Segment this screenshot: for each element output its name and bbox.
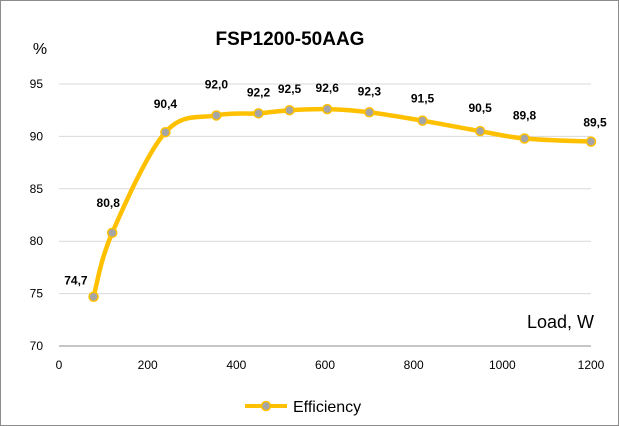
data-label: 89,5 [583,116,607,130]
data-point [364,107,375,118]
chart-title: FSP1200-50AAG [216,29,365,50]
x-axis-label: Load, W [527,312,594,332]
data-label: 89,8 [513,108,537,122]
data-label: 92,5 [278,82,302,96]
x-tick-label: 800 [404,358,424,372]
y-tick-label: 75 [30,287,44,301]
y-tick-label: 90 [30,129,44,143]
gridlines [59,83,591,347]
data-point [474,125,486,137]
legend-label: Efficiency [293,399,361,416]
legend: Efficiency [245,399,361,416]
x-tick-label: 200 [138,358,158,372]
data-label: 92,3 [358,84,382,98]
data-labels: 74,7 80,8 90,4 92,0 92,2 92,5 92,6 92,3 91,5 90,5… [64,77,607,287]
y-tick-label: 85 [30,182,44,196]
data-label: 80,8 [97,196,121,210]
data-point [284,104,295,116]
x-tick-label: 1000 [489,358,516,372]
data-point [106,227,118,239]
data-point [585,136,597,147]
data-point [211,110,222,121]
data-point [417,115,428,126]
y-tick-label: 80 [30,234,44,248]
x-tick-label: 0 [56,358,63,372]
y-tick-label: 95 [30,77,44,91]
series-efficiency [88,103,597,302]
x-tick-label: 1200 [578,358,605,372]
data-label: 90,5 [468,101,492,115]
data-point [321,103,333,115]
data-label: 92,6 [316,81,340,95]
x-tick-label: 600 [315,358,335,372]
y-tick-labels: 70 75 80 85 90 95 [30,77,44,353]
x-tick-labels: 0 200 400 600 800 1000 1200 [56,358,605,372]
data-label: 91,5 [411,92,435,106]
data-point [160,126,171,138]
efficiency-line [91,106,592,298]
data-label: 90,4 [154,97,178,111]
data-point [88,291,99,302]
data-label: 92,0 [205,77,229,91]
data-point [253,108,264,119]
data-label: 74,7 [64,274,88,288]
data-point [519,133,530,144]
y-axis-label: % [33,41,47,58]
x-tick-label: 400 [226,358,246,372]
data-label: 92,2 [247,85,271,99]
legend-marker [260,400,272,412]
y-tick-label: 70 [30,339,44,353]
